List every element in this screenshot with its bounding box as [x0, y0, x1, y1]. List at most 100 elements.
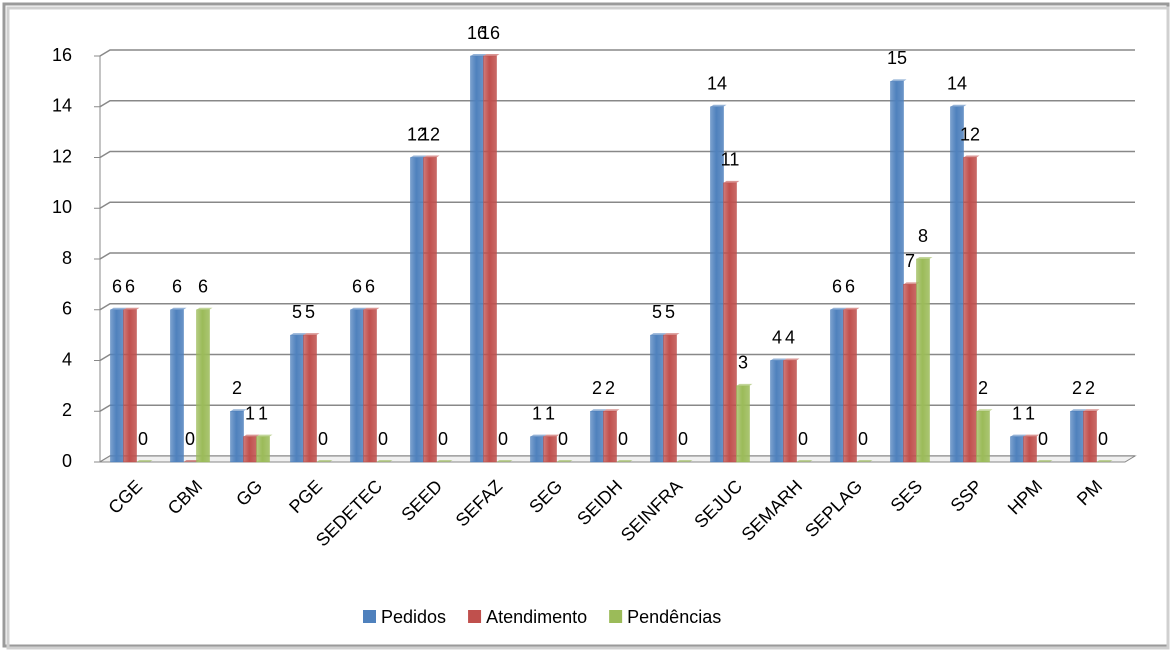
data-label: 0 — [378, 429, 388, 449]
data-label: 0 — [678, 429, 688, 449]
data-label: 6 — [112, 277, 122, 297]
bar — [543, 436, 557, 463]
bar-top — [783, 358, 800, 361]
data-label: 4 — [772, 327, 782, 347]
grid-line — [99, 49, 1135, 57]
bar-top — [903, 282, 920, 285]
y-tick-label: 6 — [62, 299, 72, 319]
data-label: 2 — [978, 378, 988, 398]
bar-top — [770, 358, 787, 361]
bar — [723, 182, 737, 463]
bar-top — [303, 333, 320, 336]
bar-top — [723, 180, 740, 183]
data-label: 0 — [438, 429, 448, 449]
data-label: 5 — [665, 302, 675, 322]
data-label: 12 — [407, 124, 427, 144]
data-label: 6 — [125, 277, 135, 297]
bar-top — [123, 307, 140, 310]
bar-top — [1010, 434, 1027, 437]
bar — [830, 309, 844, 463]
data-label: 0 — [138, 429, 148, 449]
bar-top — [616, 460, 633, 462]
bar-top — [410, 155, 427, 158]
y-tick-label: 2 — [62, 400, 72, 420]
bar — [1010, 436, 1024, 463]
data-label: 1 — [545, 403, 555, 423]
y-tick-label: 0 — [62, 451, 72, 471]
data-label: 3 — [738, 353, 748, 373]
data-label: 12 — [420, 124, 440, 144]
bar-top — [496, 460, 513, 462]
bar — [976, 411, 990, 463]
chart-frame-shadow — [6, 6, 1170, 650]
bar-top — [470, 54, 487, 56]
bar — [736, 385, 750, 463]
bar-top — [676, 460, 693, 462]
bar — [483, 55, 497, 463]
data-label: 5 — [292, 302, 302, 322]
data-label: 2 — [605, 378, 615, 398]
bar-top — [1070, 409, 1087, 412]
legend-swatch — [363, 610, 376, 623]
data-label: 2 — [1072, 378, 1082, 398]
bar-top — [976, 409, 993, 412]
bar — [256, 436, 270, 463]
bar — [770, 360, 784, 463]
data-label: 12 — [960, 124, 980, 144]
bar — [423, 157, 437, 463]
bar-top — [363, 307, 380, 310]
data-label: 7 — [905, 251, 915, 271]
data-label: 14 — [947, 74, 967, 94]
bar-top — [736, 383, 753, 386]
data-label: 2 — [1085, 378, 1095, 398]
bar-top — [1036, 460, 1053, 462]
bar-top — [843, 307, 860, 310]
data-label: 6 — [198, 277, 208, 297]
bar-top — [530, 434, 547, 437]
bar-top — [316, 460, 333, 462]
bar — [303, 334, 317, 463]
data-label: 0 — [1098, 429, 1108, 449]
bar-top — [183, 460, 200, 462]
bar — [590, 411, 604, 463]
bar-top — [963, 155, 980, 158]
data-label: 11 — [721, 150, 740, 170]
data-label: 0 — [858, 429, 868, 449]
bar-top — [650, 333, 667, 336]
bar-top — [603, 409, 620, 412]
bar-top — [290, 333, 307, 336]
bar-top — [376, 460, 393, 462]
bar-top — [890, 79, 907, 82]
bar — [1070, 411, 1084, 463]
bar-top — [170, 307, 187, 310]
data-label: 1 — [258, 403, 268, 423]
legend-label: Pendências — [627, 607, 721, 627]
legend-label: Pedidos — [381, 607, 446, 627]
bar — [170, 309, 184, 463]
data-label: 16 — [467, 23, 487, 43]
data-label: 1 — [1012, 403, 1022, 423]
bar-top — [483, 54, 500, 56]
bar-top — [256, 434, 273, 437]
bar — [783, 360, 797, 463]
bar — [470, 55, 484, 463]
data-label: 5 — [652, 302, 662, 322]
bar — [196, 309, 210, 463]
y-tick-label: 8 — [62, 248, 72, 268]
legend-swatch — [468, 610, 482, 623]
bar-top — [1083, 409, 1100, 412]
bar-top — [436, 460, 453, 462]
grid-line — [99, 100, 1135, 108]
bar — [903, 284, 917, 463]
data-label: 6 — [845, 277, 855, 297]
bar — [950, 106, 964, 463]
data-label: 1 — [1025, 403, 1035, 423]
bar — [290, 334, 304, 463]
grid-line — [99, 353, 1135, 362]
bar-top — [1023, 434, 1040, 437]
bar-top — [423, 155, 440, 158]
bar — [123, 309, 137, 463]
bar-top — [590, 409, 607, 412]
bar-top — [556, 460, 573, 462]
bar-top — [243, 434, 260, 437]
